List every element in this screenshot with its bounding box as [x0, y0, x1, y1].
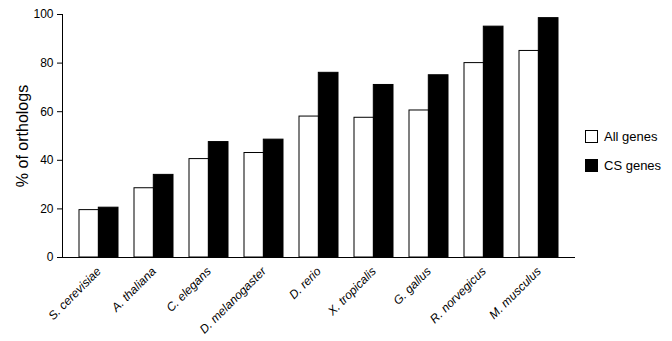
- svg-text:D. melanogaster: D. melanogaster: [197, 264, 270, 337]
- html-text:All genes: All genes: [604, 128, 658, 144]
- svg-text:80: 80: [40, 56, 54, 70]
- svg-text:% of orthologs: % of orthologs: [14, 85, 31, 187]
- svg-text:X. tropicalis: X. tropicalis: [324, 264, 378, 318]
- svg-text:M. musculus: M. musculus: [486, 264, 544, 322]
- svg-text:0: 0: [47, 250, 54, 264]
- svg-text:100: 100: [33, 7, 53, 21]
- svg-text:C. elegans: C. elegans: [163, 264, 213, 314]
- svg-text:60: 60: [40, 105, 54, 119]
- svg-text:G. gallus: G. gallus: [390, 264, 433, 307]
- svg-text:D. rerio: D. rerio: [286, 264, 324, 302]
- svg-text:40: 40: [40, 153, 54, 167]
- svg-text:20: 20: [40, 202, 54, 216]
- svg-text:S. cerevisiae: S. cerevisiae: [45, 264, 104, 323]
- svg-text:R. norvegicus: R. norvegicus: [427, 264, 489, 326]
- svg-text:A. thaliana: A. thaliana: [108, 264, 159, 315]
- html-text:CS genes: CS genes: [604, 157, 662, 173]
